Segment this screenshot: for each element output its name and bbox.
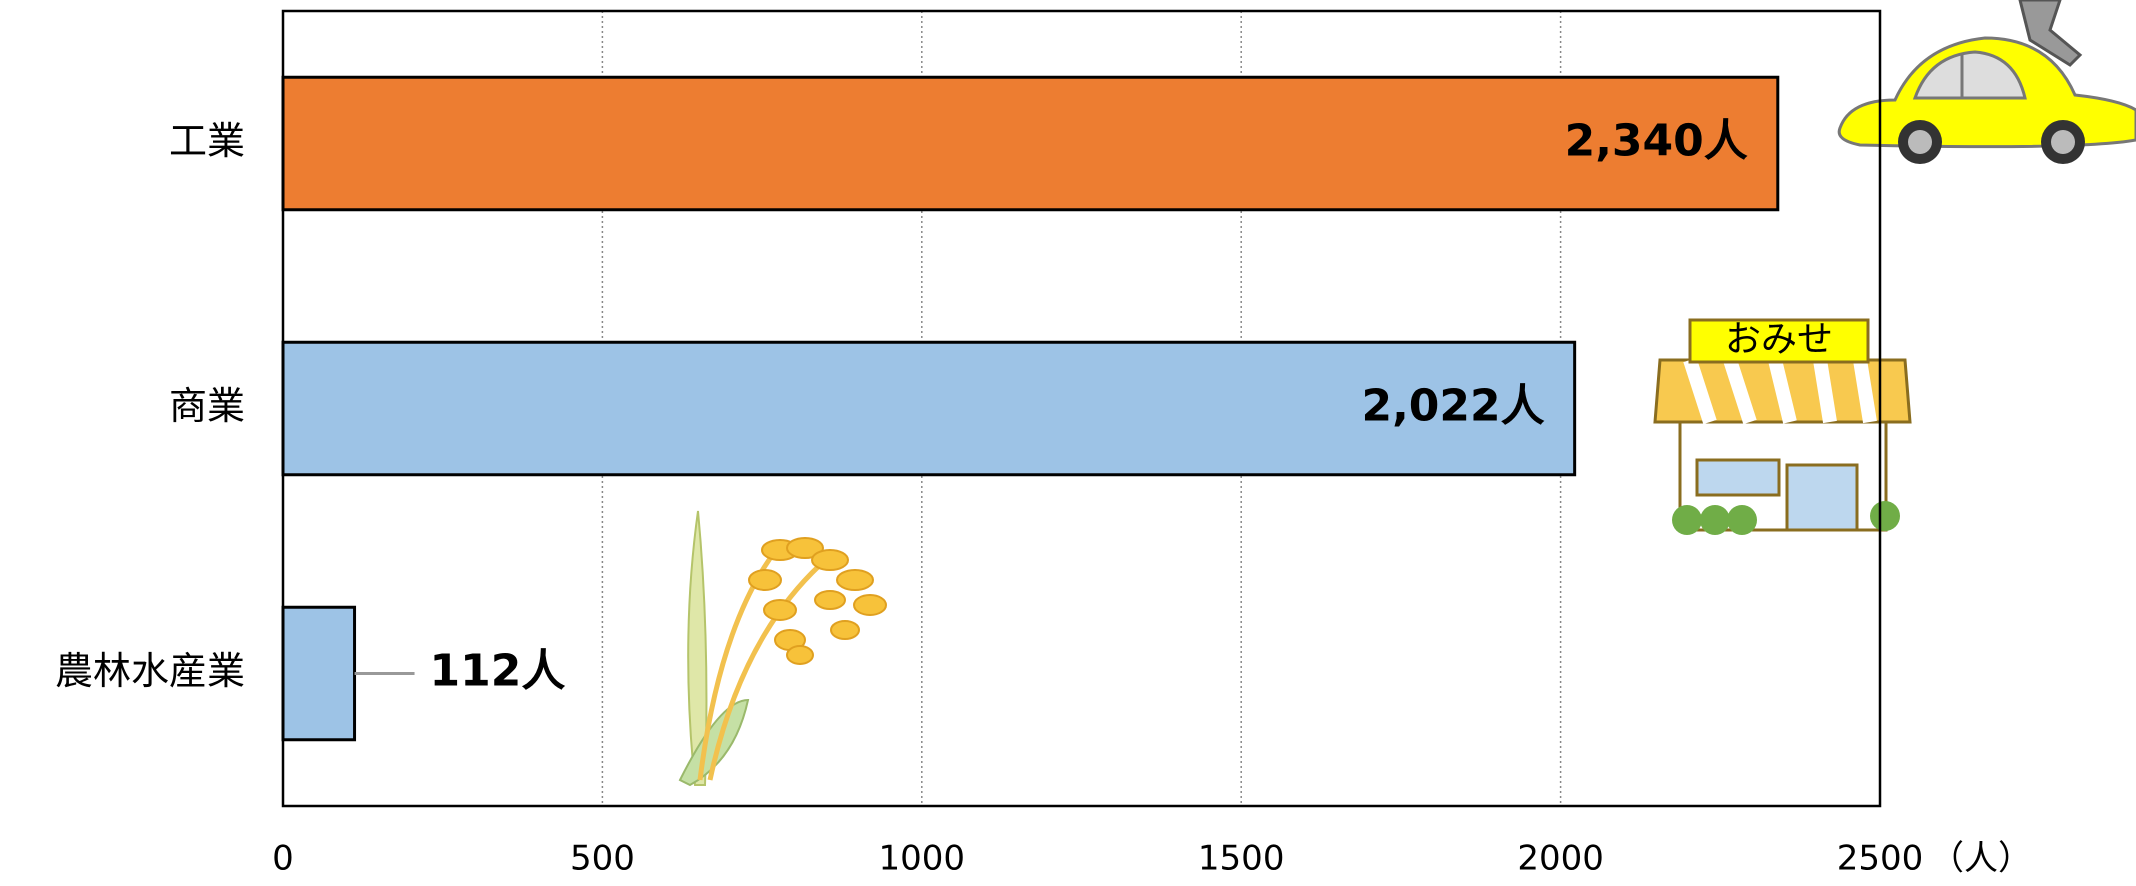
x-tick-label: 2000 — [1517, 839, 1604, 879]
car-illustration — [1837, 0, 2136, 164]
value-label: 112人 — [430, 646, 566, 697]
x-tick-label: 0 — [272, 839, 294, 879]
value-label: 2,340人 — [1565, 116, 1748, 167]
x-tick-label: 1000 — [879, 839, 966, 879]
bar — [281, 340, 1577, 477]
value-label: 2,022人 — [1361, 381, 1544, 432]
x-tick-label: 1500 — [1198, 839, 1285, 879]
shop-illustration: おみせ — [1653, 318, 1912, 535]
x-tick-label: 500 — [570, 839, 635, 879]
bar — [281, 75, 1780, 212]
y-tick-label: 農林水産業 — [55, 649, 245, 693]
x-axis-unit: （人） — [1930, 839, 2032, 879]
x-tick-label: 2500 — [1837, 839, 1924, 879]
y-tick-label: 工業 — [169, 119, 245, 163]
y-tick-label: 商業 — [169, 384, 245, 428]
rice-illustration — [678, 510, 887, 787]
bar — [281, 605, 357, 742]
shop-sign: おみせ — [1725, 319, 1833, 360]
